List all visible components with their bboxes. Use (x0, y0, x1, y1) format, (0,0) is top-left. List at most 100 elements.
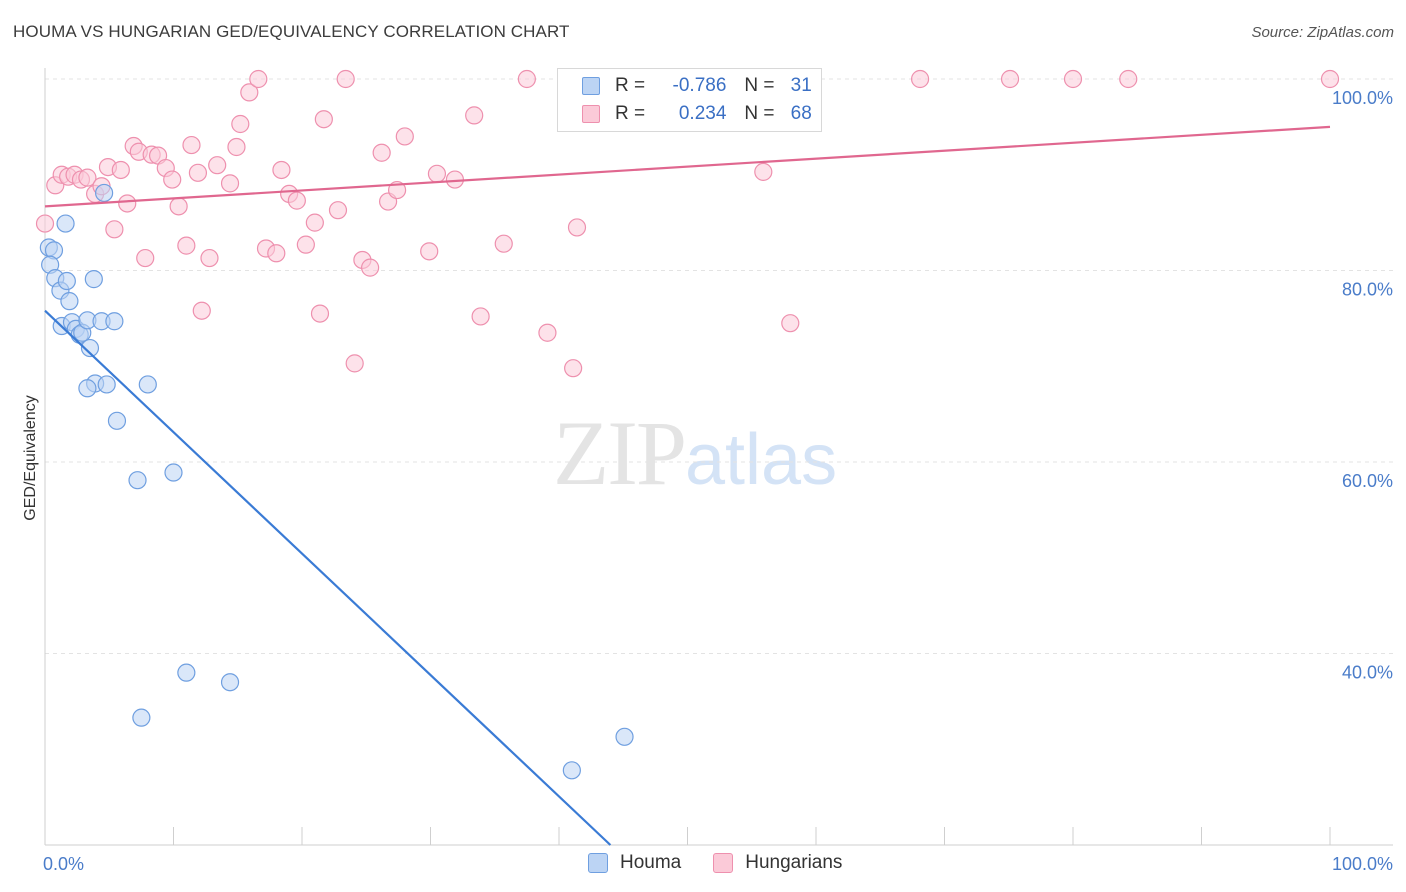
houma-point (220, 673, 240, 692)
legend-swatch-houma (582, 77, 600, 95)
houma-point (56, 214, 75, 233)
tick-labels: 100.0% 80.0% 60.0% 40.0% 0.0% 100.0% (43, 88, 1393, 874)
houma-trend-line (44, 309, 612, 846)
legend-n-value: 68 (790, 103, 812, 124)
houma-point (105, 312, 124, 331)
hungarians-point (781, 314, 800, 333)
trend-lines (44, 125, 1331, 846)
houma-point (57, 271, 76, 291)
hungarians-point (1119, 69, 1138, 89)
hungarians-point (372, 143, 391, 162)
axes (44, 68, 1393, 846)
hungarians-point (267, 244, 286, 263)
houma-point (562, 761, 581, 780)
legend-item-houma[interactable]: Houma (588, 852, 681, 874)
hungarians-point (305, 213, 324, 232)
hungarians-point (192, 301, 211, 320)
hungarians-point (517, 69, 536, 89)
hungarians-point (35, 214, 55, 233)
hungarians-point (1000, 69, 1020, 89)
hungarians-point (182, 135, 201, 155)
hungarians-point (296, 235, 315, 254)
hungarians-point (336, 69, 355, 89)
hungarians-point (420, 242, 439, 261)
hungarians-point (272, 160, 291, 180)
hungarians-point (163, 170, 182, 189)
hungarians-point (1063, 69, 1083, 89)
watermark-atlas: atlas (685, 420, 838, 500)
houma-point (177, 663, 196, 682)
hungarians-point (910, 69, 930, 89)
hungarians-point (118, 194, 137, 213)
houma-point (95, 183, 114, 203)
houma-point (84, 270, 103, 289)
hungarians-point (427, 164, 447, 183)
hungarians-point (1320, 69, 1340, 89)
legend-row-houma: R = -0.786 N = 31 (582, 74, 812, 98)
hungarians-point (465, 106, 484, 125)
legend-item-hungarians[interactable]: Hungarians (713, 852, 842, 874)
legend-r-label: R = (615, 103, 646, 124)
legend-label-houma: Houma (620, 852, 682, 873)
houma-point (107, 411, 127, 430)
hungarians-point (177, 236, 196, 255)
hungarians-series (35, 69, 1340, 378)
hungarians-point (169, 197, 188, 216)
y-tick-label: 80.0% (1342, 280, 1393, 300)
legend-swatch-houma (588, 853, 608, 873)
hungarians-point (200, 248, 219, 268)
chart-title: HOUMA VS HUNGARIAN GED/EQUIVALENCY CORRE… (13, 22, 570, 41)
hungarians-point (105, 220, 124, 239)
hungarians-point (754, 162, 773, 181)
houma-point (78, 379, 97, 398)
hungarians-point (78, 168, 97, 187)
hungarians-point (220, 174, 240, 193)
source-credit: Source: ZipAtlas.com (1251, 24, 1394, 41)
legend-r-value: 0.234 (678, 103, 727, 124)
hungarians-point (494, 234, 513, 253)
hungarians-trend-line (44, 125, 1331, 208)
legend-row-hungarians: R = 0.234 N = 68 (582, 102, 812, 126)
hungarians-point (567, 218, 587, 237)
hungarians-point (111, 160, 130, 180)
hungarians-point (227, 137, 246, 157)
hungarians-point (314, 110, 333, 129)
y-tick-label: 60.0% (1342, 471, 1393, 491)
x-tick-label: 0.0% (43, 854, 84, 874)
hungarians-point (345, 354, 364, 373)
houma-point (132, 708, 151, 727)
legend-label-hungarians: Hungarians (745, 852, 843, 873)
hungarians-point (249, 69, 268, 89)
hungarians-point (231, 114, 250, 134)
houma-point (60, 292, 79, 311)
houma-series (39, 183, 634, 780)
houma-point (80, 338, 100, 358)
x-tick-label: 100.0% (1332, 854, 1393, 874)
hungarians-point (287, 191, 306, 210)
y-tick-label: 40.0% (1342, 663, 1393, 683)
hungarians-point (188, 163, 208, 182)
legend-swatch-hungarians (713, 853, 734, 873)
hungarians-point (208, 156, 227, 175)
watermark-zip: ZIP (553, 402, 687, 504)
legend-box: R = -0.786 N = 31 R = 0.234 N = 68 (557, 68, 822, 132)
legend-n-label: N = (744, 75, 775, 96)
legend-r-value: -0.786 (672, 75, 727, 96)
legend-swatch-hungarians (582, 105, 600, 123)
hungarians-point (564, 359, 583, 378)
hungarians-point (538, 323, 557, 342)
legend-r-label: R = (615, 75, 646, 96)
houma-point (97, 375, 116, 394)
series-legend: Houma Hungarians (588, 852, 874, 874)
legend-n-label: N = (744, 103, 775, 124)
houma-point (138, 375, 157, 394)
hungarians-point (328, 201, 348, 220)
hungarians-point (361, 258, 380, 277)
houma-point (128, 471, 147, 490)
hungarians-point (471, 307, 490, 326)
legend-n-value: 31 (790, 75, 812, 96)
y-tick-label: 100.0% (1332, 88, 1393, 108)
hungarians-point (310, 304, 330, 323)
houma-point (164, 463, 183, 482)
